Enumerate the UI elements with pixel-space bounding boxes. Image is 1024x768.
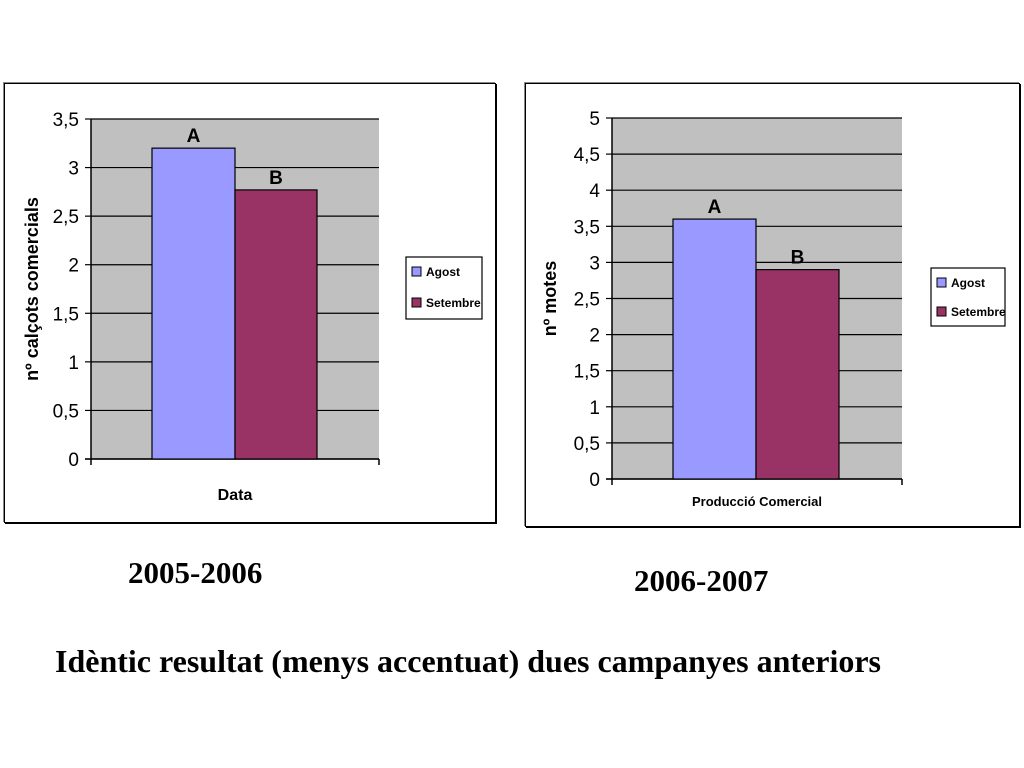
y-tick-label: 0,5	[53, 401, 79, 422]
y-tick-label: 0	[68, 450, 79, 471]
legend-label-agost: Agost	[951, 276, 985, 290]
legend-label-agost: Agost	[426, 265, 460, 279]
y-axis-title: nº motes	[540, 261, 560, 337]
y-tick-label: 0,5	[574, 434, 600, 455]
legend-label-setembre: Setembre	[426, 296, 481, 310]
y-tick-label: 1,5	[574, 362, 600, 383]
bar-label-setembre: B	[269, 168, 283, 189]
legend-swatch-setembre	[411, 297, 422, 308]
y-axis-title: nº calçots comercials	[22, 197, 42, 381]
y-tick-label: 1,5	[53, 304, 79, 325]
bar-agost	[672, 218, 757, 480]
y-tick-label: 0	[589, 470, 600, 491]
legend-label-setembre: Setembre	[951, 305, 1006, 319]
legend-box	[405, 256, 483, 320]
y-tick-label: 4,5	[574, 145, 600, 166]
chart-motes-svg: 0 0,5 1 1,5 2 2,5 3 3,5 4 4,5 5 A Bnº motes Producció…	[540, 109, 1006, 509]
y-tick-label: 3	[68, 159, 79, 180]
y-tick-label: 2	[68, 256, 79, 277]
y-tick-label: 3,5	[574, 217, 600, 238]
legend-swatch-setembre	[936, 306, 947, 317]
y-tick-label: 1	[68, 353, 79, 374]
bar-setembre	[755, 269, 840, 480]
y-tick-label: 2,5	[53, 207, 79, 228]
bar-label-setembre: B	[791, 248, 805, 269]
bar-label-agost: A	[708, 197, 722, 218]
legend-swatch-agost	[411, 266, 422, 277]
period-label-2006-2007: 2006-2007	[634, 563, 769, 598]
chart-calcots-svg: 0 0,5 1 1,5 2 2,5 3 3,5 A Bnº calçots comercials D…	[22, 110, 483, 504]
y-tick-label: 1	[589, 398, 600, 419]
legend-swatch-agost	[936, 277, 947, 288]
bar-setembre	[234, 189, 318, 460]
y-tick-label: 2	[589, 326, 600, 347]
bar-label-agost: A	[187, 126, 201, 147]
period-label-2005-2006: 2005-2006	[128, 555, 263, 590]
y-tick-label: 5	[589, 109, 600, 130]
bar-agost	[151, 147, 236, 460]
y-tick-label: 2,5	[574, 290, 600, 311]
y-tick-label: 3,5	[53, 110, 79, 131]
y-tick-label: 4	[589, 181, 600, 202]
x-axis-title: Data	[218, 487, 253, 504]
x-axis-title: Producció Comercial	[692, 494, 822, 509]
conclusion-text: Idèntic resultat (menys accentuat) dues …	[55, 643, 881, 679]
y-tick-label: 3	[589, 253, 600, 274]
